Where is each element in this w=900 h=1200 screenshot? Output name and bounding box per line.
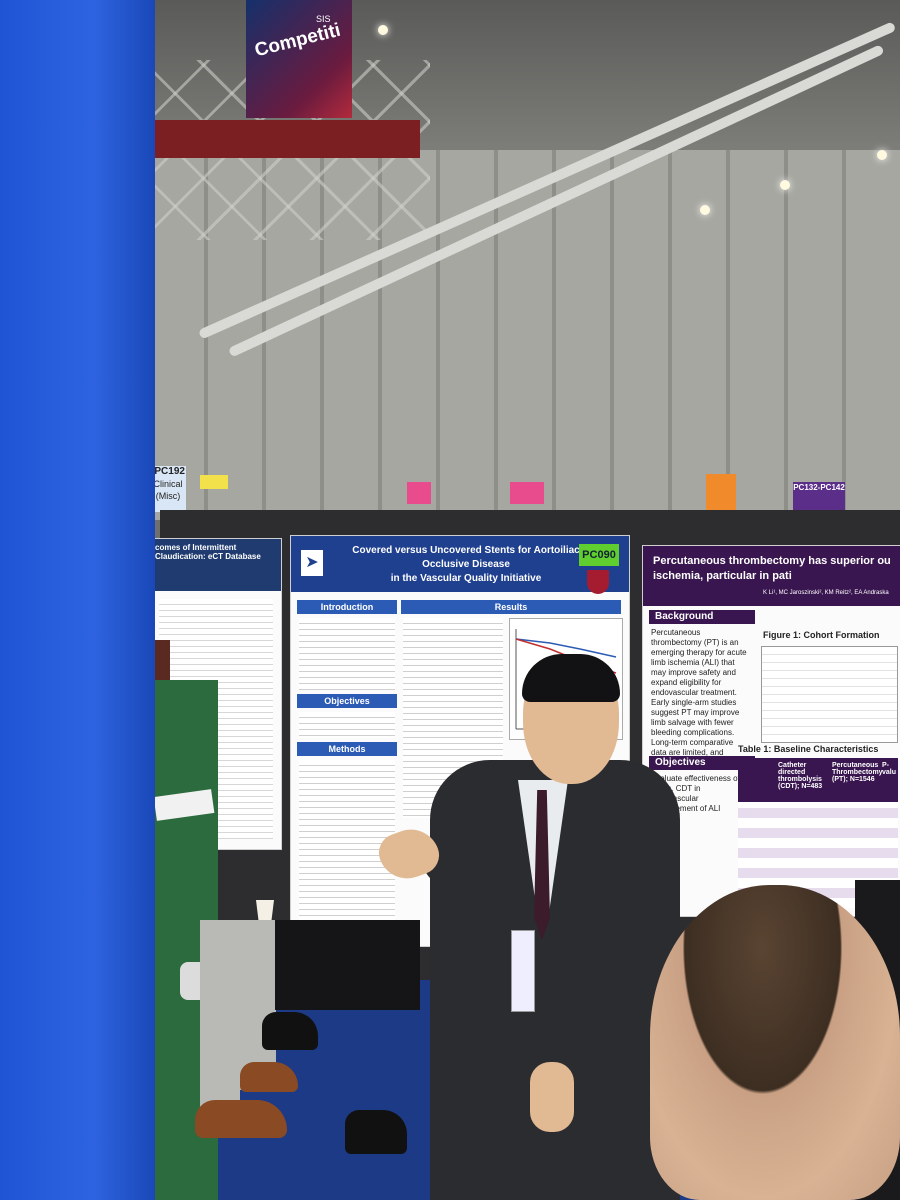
paper-cup bbox=[256, 900, 274, 922]
poster-center-title: Covered versus Uncovered Stents for Aort… bbox=[291, 536, 629, 592]
section-objectives: Objectives bbox=[649, 756, 755, 770]
blue-frame bbox=[0, 0, 155, 1200]
sign-category-sub: (Misc) bbox=[155, 491, 181, 501]
brown-shoe bbox=[195, 1100, 287, 1138]
section-methods: Methods bbox=[297, 742, 397, 756]
section-objectives: Objectives bbox=[297, 694, 397, 708]
cohort-flowchart bbox=[761, 646, 898, 743]
black-shoe bbox=[262, 1012, 318, 1050]
red-beam bbox=[150, 120, 420, 158]
sign-category: Clinical bbox=[153, 479, 183, 489]
background-text: Percutaneous thrombectomy (PT) is an eme… bbox=[651, 628, 747, 767]
arrow-logo-icon: ➤ bbox=[301, 550, 323, 576]
ceiling-light bbox=[877, 150, 887, 160]
section-results: Results bbox=[401, 600, 621, 614]
sign-pc192: -PC192 Clinical (Misc) bbox=[150, 466, 186, 512]
banner-text: Competiti bbox=[252, 19, 343, 62]
banner-sub: SIS bbox=[316, 14, 331, 24]
section-background: Background bbox=[649, 610, 755, 624]
section-introduction: Introduction bbox=[297, 600, 397, 614]
poster-right: Percutaneous thrombectomy has superior o… bbox=[642, 545, 900, 917]
sign-purple-range: PC132-PC142 bbox=[793, 482, 845, 510]
sign-yellow bbox=[200, 475, 228, 489]
brown-shoe bbox=[240, 1062, 298, 1092]
presenter-hair bbox=[522, 654, 620, 702]
ceiling-light bbox=[700, 205, 710, 215]
poster-center-title-line1: Covered versus Uncovered Stents for Aort… bbox=[352, 545, 580, 570]
presenter-hand bbox=[530, 1062, 574, 1132]
baseline-table-header: Catheter directed thrombolysis (CDT); N=… bbox=[738, 758, 898, 802]
table-title: Table 1: Baseline Characteristics bbox=[738, 744, 879, 754]
figure-title: Figure 1: Cohort Formation bbox=[763, 630, 880, 640]
name-badge bbox=[511, 930, 535, 1012]
table-col-pvalue: P-valu bbox=[882, 762, 897, 776]
poster-center-title-line2: in the Vascular Quality Initiative bbox=[390, 573, 542, 584]
event-banner: SIS Competiti bbox=[246, 0, 352, 118]
poster-right-authors: K Li¹, MC Jaroszinski², KM Reitz², EA An… bbox=[763, 590, 889, 596]
sign-pink bbox=[510, 482, 544, 504]
foreground-head bbox=[650, 885, 900, 1200]
ceiling-light bbox=[378, 25, 388, 35]
presenter-tie bbox=[534, 790, 550, 940]
poster-right-title: Percutaneous thrombectomy has superior o… bbox=[643, 546, 900, 606]
person-legs bbox=[200, 920, 240, 1120]
poster-code-badge: PC090 bbox=[579, 544, 619, 566]
black-dress bbox=[275, 920, 420, 1010]
table-col-pt: Percutaneous Thrombectomy (PT); N=1546 bbox=[832, 762, 883, 783]
objectives-text bbox=[299, 712, 395, 738]
sign-code: -PC192 bbox=[151, 466, 185, 477]
person-legs bbox=[240, 920, 276, 1090]
black-shoe bbox=[345, 1110, 407, 1154]
ceiling-light bbox=[780, 180, 790, 190]
sign-orange bbox=[706, 474, 736, 510]
table-col-cdt: Catheter directed thrombolysis (CDT); N=… bbox=[778, 762, 823, 790]
shield-icon bbox=[587, 570, 609, 594]
intro-text bbox=[299, 618, 395, 690]
sign-pink bbox=[407, 482, 431, 504]
poster-left-title: comes of Intermittent Claudication: eCT … bbox=[151, 539, 281, 591]
